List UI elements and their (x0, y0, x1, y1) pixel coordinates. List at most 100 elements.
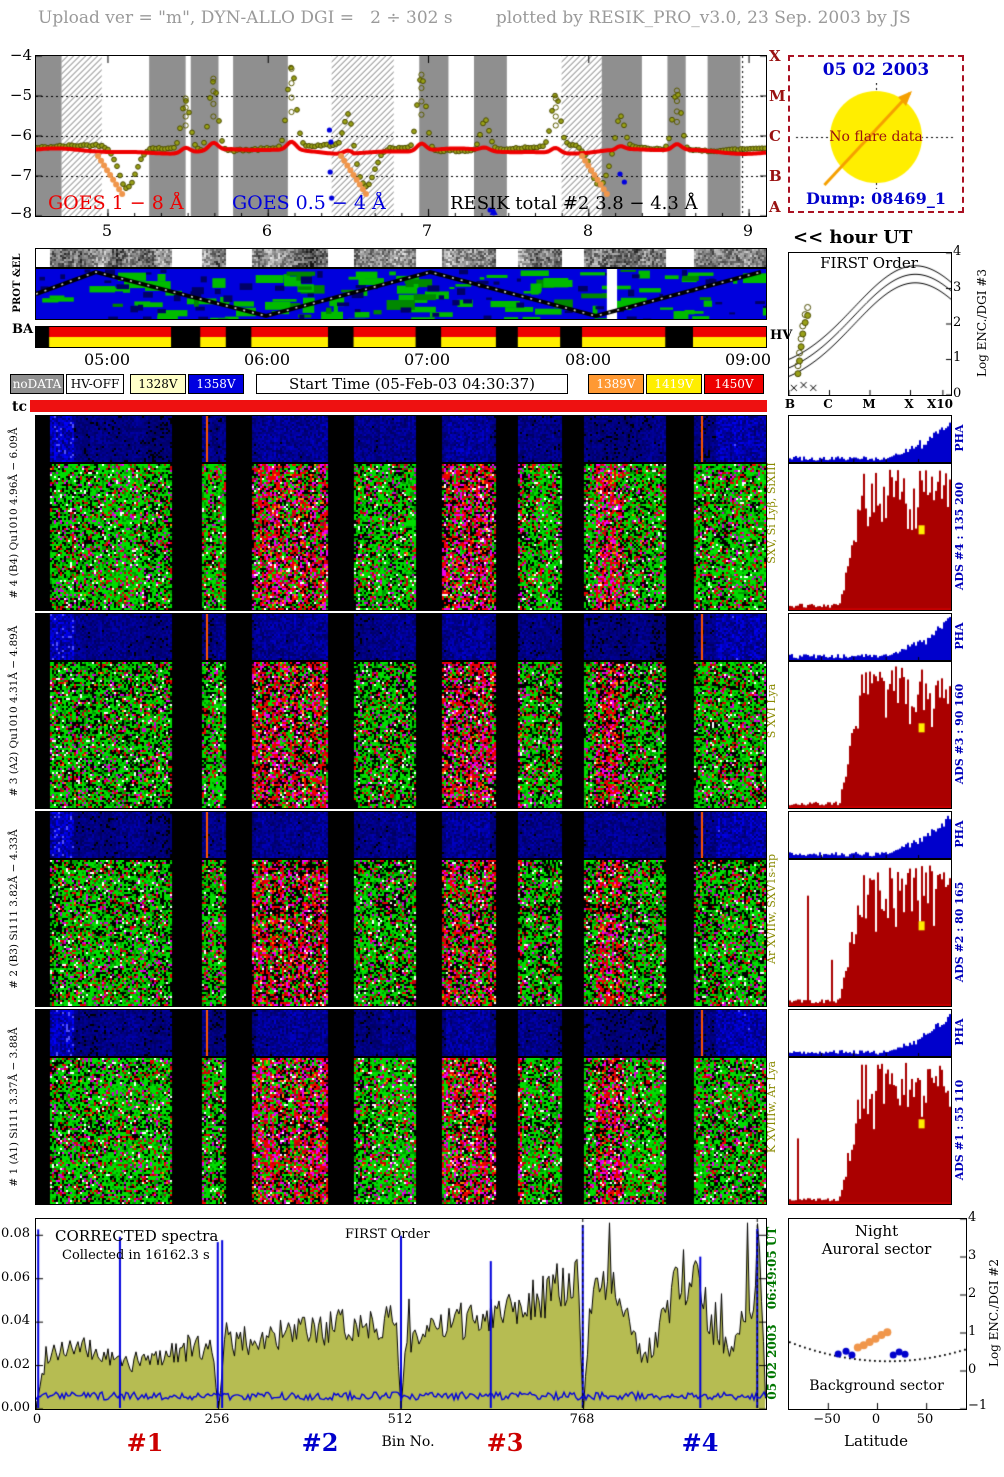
time-tick: 08:00 (564, 350, 612, 369)
segment-3-label: #3 (486, 1428, 524, 1457)
channel-4-ads-hist (788, 463, 952, 611)
first-order-title: FIRST Order (820, 254, 918, 272)
goes-legend-05-4: GOES 0.5 − 4 Å (232, 192, 386, 214)
hour-ut-label: << hour UT (793, 227, 913, 248)
time-tick: 09:00 (724, 350, 772, 369)
prot-el-label: PROT &EL (11, 253, 23, 313)
first-order-ytick: 0 (953, 386, 962, 401)
first-order-xtick: C (823, 397, 833, 411)
goes-xtick: 6 (261, 221, 273, 240)
start-time-box: Start Time (05-Feb-03 04:30:37) (256, 374, 568, 394)
sector-ytick: 3 (968, 1248, 977, 1263)
sun-disk-canvas (790, 83, 962, 189)
spectra-order-label: FIRST Order (345, 1227, 430, 1242)
page-title: Upload ver = "m", DYN-ALLO DGI = 2 ÷ 302… (38, 8, 911, 28)
channel-1-pha-strip (35, 1009, 767, 1057)
channel-1-pha-axis-label: PHA (952, 1018, 966, 1046)
bin-axis-label: Bin No. (381, 1434, 435, 1450)
channel-4-spectrogram-canvas (36, 464, 766, 610)
goes-ytick: −7 (9, 166, 32, 184)
spectra-ytick: 0.04 (1, 1313, 30, 1328)
tc-strip (30, 400, 767, 412)
spectra-ytick: 0.02 (1, 1357, 30, 1372)
goes-ytick: −5 (9, 86, 32, 104)
sector-scatter-canvas (789, 1219, 966, 1409)
corrected-spectra-canvas (36, 1219, 766, 1409)
sector-background-label: Background sector (809, 1378, 944, 1394)
legend-1419v: 1419V (646, 374, 702, 394)
dump-id: Dump: 08469_1 (806, 189, 946, 208)
segment-2-label: #2 (301, 1428, 339, 1457)
goes-ytick: −6 (9, 126, 32, 144)
channel-3-pha-axis-label: PHA (952, 622, 966, 650)
spectra-title: CORRECTED spectra (55, 1227, 219, 1245)
first-order-ytick: 1 (953, 350, 962, 365)
channel-1-pha-hist-canvas (789, 1010, 951, 1056)
time-tick: 06:00 (243, 350, 291, 369)
sector-ytick: −1 (968, 1398, 988, 1413)
goes-flux-canvas (36, 56, 766, 216)
channel-3-spectrogram (35, 661, 767, 809)
goes-xtick: 9 (742, 221, 754, 240)
channel-1-pha-hist (788, 1009, 952, 1057)
spectra-xtick: 768 (569, 1412, 595, 1427)
goes-class-b: B (769, 167, 782, 185)
channel-2-label: # 2 (B3) Si111 3.82Å − 4.33Å (8, 829, 20, 989)
goes-class-m: M (769, 87, 786, 105)
sector-ytick: 1 (968, 1324, 977, 1339)
channel-4-ads-axis-label: ADS #4 : 135 200 (952, 481, 966, 591)
channel-2-pha-strip (35, 811, 767, 859)
channel-3-label: # 3 (A2) Qu1010 4.31Å − 4.89Å (8, 625, 20, 797)
channel-1-label: # 1 (A1) Si111 3.37Å − 3.88Å (8, 1027, 20, 1187)
spectra-subtitle: Collected in 16162.3 s (62, 1248, 210, 1263)
channel-2-ads-axis-label: ADS #2 : 80 165 (952, 881, 966, 983)
flare-status-box: 05 02 2003 No flare data Dump: 08469_1 (788, 55, 964, 213)
goes-xtick: 5 (101, 221, 113, 240)
sector-ytick: 4 (968, 1210, 977, 1225)
channel-3-pha-hist-canvas (789, 614, 951, 660)
sector-night-label: Night (854, 1222, 899, 1240)
channel-1-pha-canvas (36, 1010, 766, 1056)
tc-label: tc (12, 399, 27, 415)
channel-3-ads-hist (788, 661, 952, 809)
sector-xtick: 50 (916, 1412, 934, 1427)
segment-1-label: #1 (126, 1428, 164, 1457)
corrected-spectra-plot (35, 1218, 767, 1410)
prot-el-strip (35, 248, 767, 268)
spectra-ytick: 0.08 (1, 1226, 30, 1241)
channel-2-pha-hist-canvas (789, 812, 951, 858)
sector-scatter-plot (788, 1218, 967, 1410)
goes-flux-plot (35, 55, 767, 217)
spectra-time-label: 06:49:05 UT (765, 1226, 779, 1310)
channel-4-pha-hist-canvas (789, 416, 951, 462)
spectra-date-label: 05 02 2003 (765, 1324, 779, 1400)
first-order-yaxis-label: Log ENC./DGI #3 (975, 269, 989, 378)
channel-4-ads-hist-canvas (789, 464, 951, 610)
first-order-ytick: 4 (953, 244, 962, 259)
channel-2-spectrogram-canvas (36, 860, 766, 1006)
spectra-xtick: 0 (32, 1412, 42, 1427)
channel-2-ads-hist (788, 859, 952, 1007)
no-flare-message: No flare data (829, 129, 923, 145)
channel-1-spectrogram-canvas (36, 1058, 766, 1204)
sector-xtick: 0 (871, 1412, 881, 1427)
flare-date: 05 02 2003 (822, 60, 930, 80)
first-order-plot (788, 252, 952, 396)
legend-nodata: noDATA (10, 374, 64, 394)
spectra-xtick: 256 (204, 1412, 230, 1427)
time-tick: 07:00 (403, 350, 451, 369)
legend-1389v: 1389V (588, 374, 644, 394)
first-order-canvas (789, 253, 951, 395)
channel-4-pha-canvas (36, 416, 766, 462)
latitude-axis-label: Latitude (844, 1432, 908, 1450)
hv-canvas (36, 327, 766, 347)
hv-strip (35, 326, 767, 348)
sector-xtick: −50 (813, 1412, 841, 1427)
spectra-xtick: 512 (387, 1412, 413, 1427)
hv-label: HV (770, 328, 793, 343)
channel-3-spectrogram-canvas (36, 662, 766, 808)
legend-1450v: 1450V (704, 374, 764, 394)
sector-auroral-label: Auroral sector (821, 1240, 932, 1258)
goes-ytick: −4 (9, 46, 32, 64)
